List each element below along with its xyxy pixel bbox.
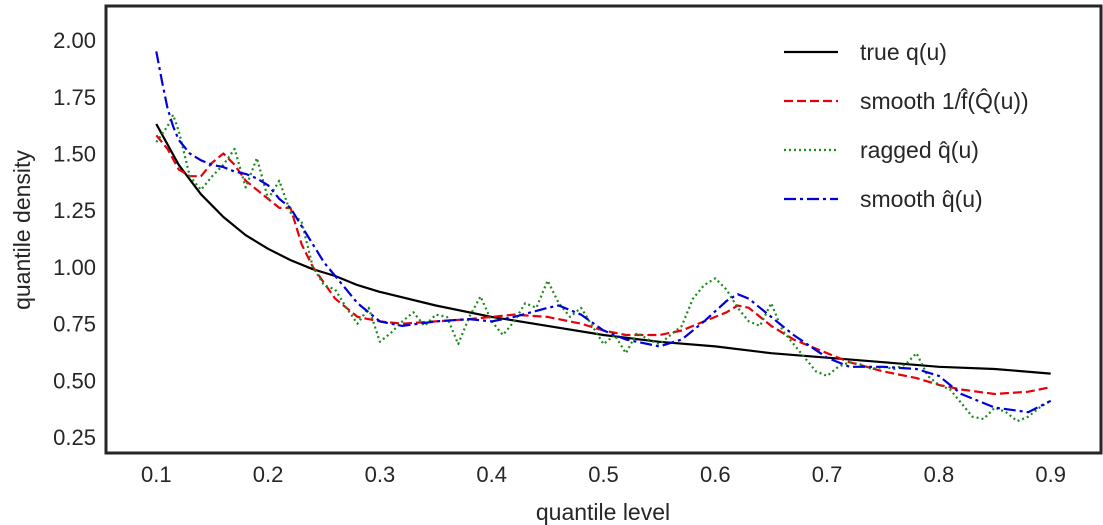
legend-label: smooth q̂(u) <box>860 186 983 212</box>
series-curves <box>155 51 1052 423</box>
x-tick-label: 0.7 <box>812 462 843 487</box>
x-tick-label: 0.4 <box>476 462 507 487</box>
y-tick-labels: 0.25 0.50 0.75 1.00 1.25 1.50 1.75 2.00 <box>53 28 96 450</box>
x-tick-label: 0.1 <box>141 462 172 487</box>
y-tick-label: 1.50 <box>53 141 96 166</box>
y-tick-label: 1.75 <box>53 85 96 110</box>
x-tick-label: 0.2 <box>253 462 284 487</box>
series-line-1 <box>155 123 1051 375</box>
y-tick-label: 0.25 <box>53 425 96 450</box>
y-tick-label: 2.00 <box>53 28 96 53</box>
y-tick-label: 1.25 <box>53 198 96 223</box>
x-tick-labels: 0.1 0.2 0.3 0.4 0.5 0.6 0.7 0.8 0.9 <box>141 462 1066 487</box>
legend-label: smooth 1/f̂(Q̂(u)) <box>860 87 1029 114</box>
x-tick-label: 0.9 <box>1035 462 1066 487</box>
x-tick-label: 0.6 <box>700 462 731 487</box>
plot-frame <box>104 4 1103 455</box>
y-tick-label: 1.00 <box>53 255 96 280</box>
y-axis-label: quantile density <box>9 150 35 310</box>
series-line-3 <box>155 113 1052 423</box>
x-tick-label: 0.8 <box>924 462 955 487</box>
series-line-4 <box>155 51 1052 414</box>
x-tick-label: 0.3 <box>365 462 396 487</box>
y-tick-label: 0.75 <box>53 312 96 337</box>
x-tick-label: 0.5 <box>588 462 619 487</box>
y-tick-label: 0.50 <box>53 368 96 393</box>
legend-label: true q(u) <box>860 39 947 65</box>
legend: true q(u) smooth 1/f̂(Q̂(u)) ragged q̂(u) s… <box>784 39 1029 212</box>
legend-label: ragged q̂(u) <box>860 137 979 163</box>
x-axis-label: quantile level <box>536 499 670 525</box>
